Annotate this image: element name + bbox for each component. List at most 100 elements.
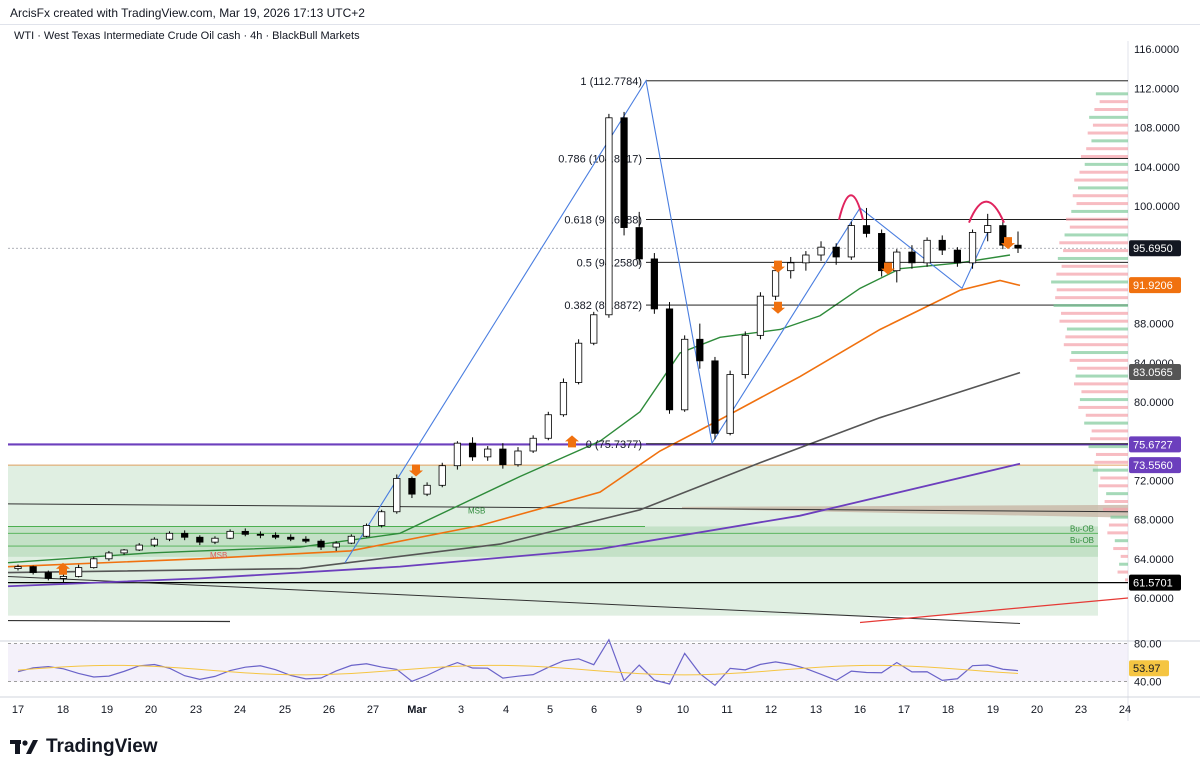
- candle-body: [196, 536, 204, 543]
- volume-profile-bar: [1113, 547, 1128, 551]
- x-tick-8: 27: [367, 704, 379, 716]
- x-tick-0: 17: [12, 704, 24, 716]
- tradingview-wordmark: TradingView: [46, 736, 158, 757]
- candle-body: [241, 530, 249, 535]
- y-tick-12: 68.0000: [1134, 515, 1174, 527]
- x-tick-25: 24: [1119, 704, 1131, 716]
- candle-body: [665, 308, 674, 411]
- candle-body: [893, 251, 901, 272]
- y-tick-1: 112.0000: [1134, 83, 1179, 95]
- fib-label-5: 0 (75.7377): [586, 439, 642, 451]
- candle-body: [181, 532, 189, 538]
- candle-body: [696, 338, 704, 362]
- fib-label-2: 0.618 (98.6288): [564, 214, 642, 226]
- volume-profile-bar: [1079, 398, 1128, 402]
- candle-body: [438, 465, 446, 486]
- x-tick-6: 25: [279, 704, 291, 716]
- candle-body: [378, 511, 386, 526]
- candle-body: [802, 254, 810, 264]
- candle-body: [771, 270, 780, 297]
- candle-body: [453, 442, 461, 467]
- candle-body: [650, 258, 658, 310]
- volume-profile-bar: [1079, 170, 1128, 174]
- candle-body: [938, 239, 946, 251]
- candle-body: [908, 251, 916, 264]
- candle-body: [302, 538, 310, 542]
- volume-profile-bar: [1110, 515, 1128, 519]
- volume-profile-bar: [1063, 343, 1128, 347]
- x-tick-3: 20: [145, 704, 157, 716]
- volume-profile-bar: [1100, 476, 1128, 480]
- volume-profile-bar: [1055, 296, 1128, 300]
- volume-profile-bar: [1078, 405, 1128, 409]
- wedge-zone: [682, 504, 1128, 518]
- volume-profile-bar: [1107, 531, 1128, 535]
- volume-profile-bar: [1125, 578, 1128, 582]
- volume-profile-bar: [1117, 570, 1128, 574]
- candle-body: [878, 233, 886, 272]
- trendline-bottom: [7, 619, 231, 623]
- volume-profile-bar: [1081, 390, 1128, 394]
- rsi-signal-line: [17, 664, 1019, 676]
- rsi-level-label-1: 40.00: [1134, 677, 1162, 689]
- top-marker-1: [838, 194, 864, 220]
- volume-profile-bar: [1108, 523, 1128, 527]
- candle-body: [211, 537, 219, 543]
- volume-profile-bar: [1057, 256, 1128, 260]
- trendline-red: [859, 597, 1129, 624]
- volume-profile-bar: [1087, 131, 1128, 135]
- moving-average-orange: [7, 279, 1021, 568]
- candle-body: [756, 295, 765, 336]
- volume-profile-bar: [1076, 202, 1128, 206]
- volume-profile-bar: [1091, 139, 1128, 143]
- moving-average-gray: [7, 371, 1021, 574]
- y-tick-13: 64.0000: [1134, 554, 1174, 566]
- candle-body: [226, 530, 234, 539]
- x-tick-11: 4: [503, 704, 509, 716]
- candle-body: [256, 533, 265, 536]
- price-tag-5: 61.5701: [1133, 578, 1173, 590]
- price-tag-3: 75.6727: [1133, 439, 1173, 451]
- volume-profile-bar: [1078, 186, 1128, 190]
- x-tick-17: 12: [765, 704, 777, 716]
- volume-profile-bar: [1119, 562, 1128, 566]
- x-tick-13: 6: [591, 704, 597, 716]
- moving-average-purple: [7, 462, 1021, 588]
- x-tick-9: Mar: [407, 704, 427, 716]
- volume-profile-bar: [1077, 366, 1128, 370]
- buy-arrow-1: [56, 562, 70, 575]
- trendline-descending: [7, 575, 1021, 624]
- zone-label-1: MSB: [210, 551, 227, 560]
- rsi-level-label-0: 80.00: [1134, 639, 1162, 651]
- volume-profile-bar: [1074, 382, 1128, 386]
- attribution-bar: ArcisFx created with TradingView.com, Ma…: [0, 0, 1200, 24]
- volume-profile-bar: [1099, 100, 1128, 104]
- x-tick-7: 26: [323, 704, 335, 716]
- chart-frame[interactable]: 1 (112.7784) 0.786 (104.8517) 0.618 (98.62…: [0, 24, 1200, 725]
- candle-body: [741, 334, 749, 375]
- volume-profile-bar: [1091, 429, 1128, 433]
- fib-label-4: 0.382 (89.8872): [564, 300, 642, 312]
- sell-arrow-1: [409, 464, 423, 477]
- x-tick-23: 20: [1031, 704, 1043, 716]
- candle-body: [832, 246, 840, 258]
- candle-body: [14, 566, 22, 570]
- price-chart[interactable]: 1 (112.7784)0.786 (104.8517)0.618 (98.62…: [0, 25, 1200, 725]
- tradingview-logo[interactable]: TradingView: [10, 736, 158, 758]
- y-tick-7: 88.0000: [1134, 319, 1174, 331]
- candle-body: [635, 227, 643, 260]
- x-tick-21: 18: [942, 704, 954, 716]
- candle-body: [575, 342, 583, 383]
- y-tick-14: 60.0000: [1134, 593, 1174, 605]
- candle-body: [332, 542, 340, 548]
- volume-profile-bar: [1061, 264, 1128, 268]
- rsi-value-tag: 53.97: [1133, 663, 1161, 675]
- x-tick-16: 11: [721, 704, 732, 716]
- candle-body: [681, 338, 689, 411]
- price-tag-bg-1: [1129, 277, 1181, 294]
- volume-profile-bar: [1069, 358, 1128, 362]
- candle-body: [847, 225, 855, 258]
- volume-profile-bar: [1056, 288, 1128, 292]
- candle-body: [271, 534, 280, 538]
- volume-profile-bar: [1084, 421, 1128, 425]
